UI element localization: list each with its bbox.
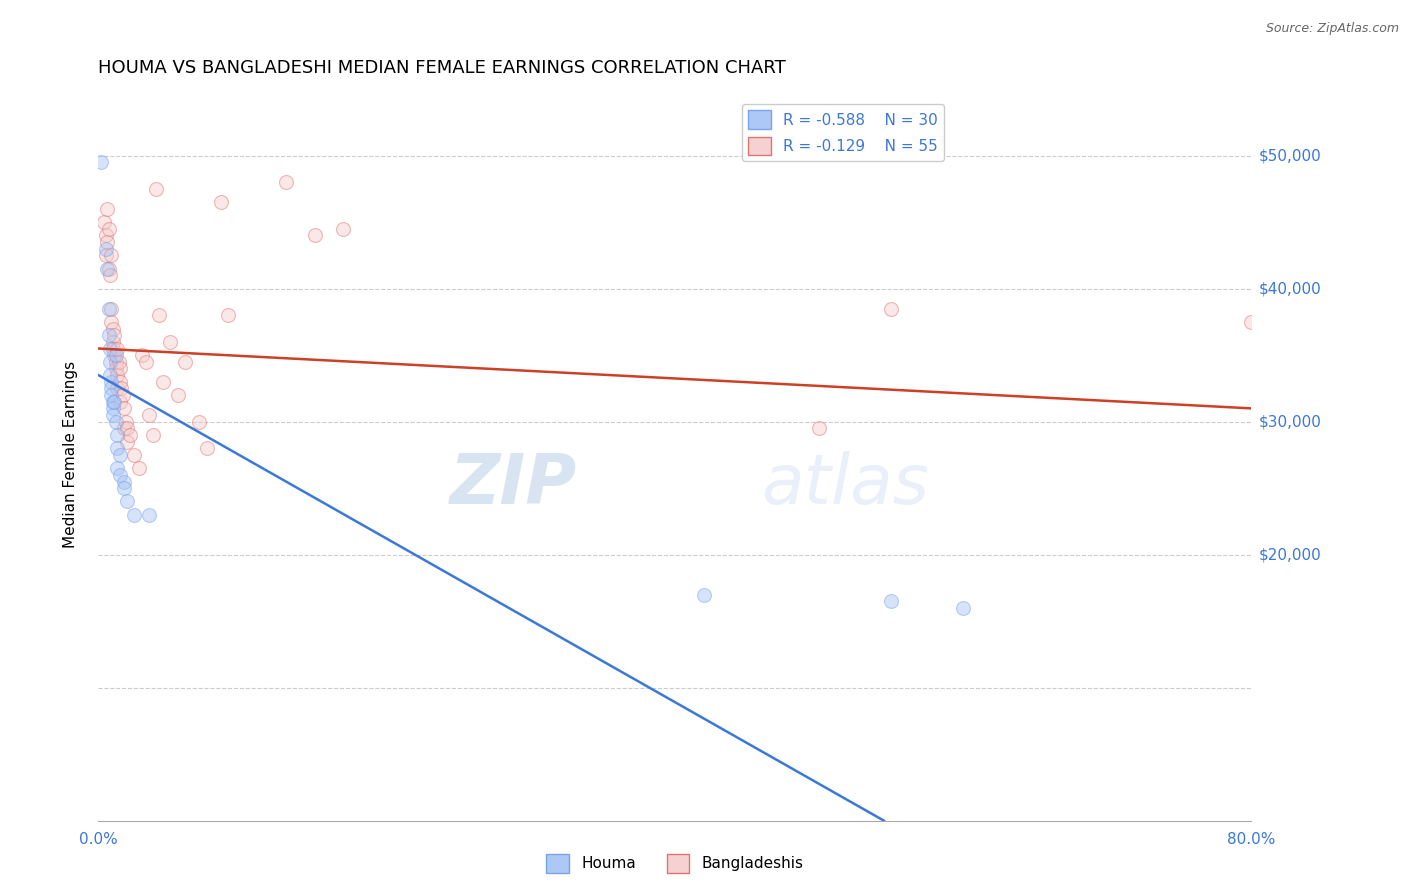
Point: [209, 195, 232, 210]
Point: [105, 368, 128, 383]
Point: [97, 328, 120, 343]
Point: [101, 408, 124, 422]
Point: [304, 228, 326, 243]
Point: [96, 261, 118, 276]
Point: [98, 368, 121, 383]
Point: [274, 175, 297, 189]
Point: [104, 348, 127, 362]
Point: [94, 248, 117, 262]
Point: [124, 448, 146, 462]
Point: [188, 415, 211, 429]
Text: $30,000: $30,000: [1258, 414, 1322, 429]
Point: [148, 308, 170, 322]
Point: [108, 394, 131, 409]
Point: [108, 361, 131, 376]
Legend: Houma, Bangladeshis: Houma, Bangladeshis: [540, 848, 810, 879]
Point: [101, 394, 124, 409]
Point: [108, 448, 131, 462]
Point: [97, 222, 120, 236]
Text: $40,000: $40,000: [1258, 281, 1322, 296]
Point: [103, 394, 125, 409]
Point: [98, 355, 121, 369]
Point: [124, 508, 146, 522]
Point: [112, 481, 135, 495]
Point: [100, 248, 122, 262]
Text: atlas: atlas: [762, 450, 929, 517]
Point: [174, 355, 197, 369]
Point: [108, 467, 131, 482]
Point: [128, 461, 150, 475]
Y-axis label: Median Female Earnings: Median Female Earnings: [63, 361, 77, 549]
Point: [332, 222, 354, 236]
Point: [112, 421, 135, 435]
Point: [107, 355, 129, 369]
Point: [135, 355, 157, 369]
Text: $20,000: $20,000: [1258, 547, 1322, 562]
Point: [105, 381, 128, 395]
Point: [952, 600, 974, 615]
Point: [101, 321, 124, 335]
Point: [195, 442, 218, 456]
Point: [100, 388, 122, 402]
Point: [93, 215, 115, 229]
Point: [166, 388, 188, 402]
Point: [693, 588, 716, 602]
Point: [105, 442, 128, 456]
Point: [880, 301, 903, 316]
Point: [104, 361, 127, 376]
Point: [98, 268, 121, 283]
Point: [103, 348, 125, 362]
Point: [138, 508, 160, 522]
Text: Source: ZipAtlas.com: Source: ZipAtlas.com: [1265, 22, 1399, 36]
Point: [105, 342, 128, 356]
Point: [96, 202, 118, 216]
Point: [101, 334, 124, 349]
Point: [807, 421, 830, 435]
Point: [100, 381, 122, 395]
Point: [98, 342, 121, 356]
Point: [159, 334, 181, 349]
Point: [97, 301, 120, 316]
Point: [1240, 315, 1263, 329]
Point: [105, 428, 128, 442]
Point: [138, 408, 160, 422]
Point: [94, 242, 117, 256]
Point: [100, 375, 122, 389]
Point: [90, 155, 112, 169]
Text: ZIP: ZIP: [450, 450, 576, 517]
Point: [104, 355, 127, 369]
Point: [131, 348, 153, 362]
Point: [94, 228, 117, 243]
Point: [104, 415, 127, 429]
Point: [117, 494, 138, 508]
Point: [114, 415, 136, 429]
Point: [101, 342, 124, 356]
Point: [142, 428, 165, 442]
Text: HOUMA VS BANGLADESHI MEDIAN FEMALE EARNINGS CORRELATION CHART: HOUMA VS BANGLADESHI MEDIAN FEMALE EARNI…: [98, 59, 786, 77]
Point: [103, 328, 125, 343]
Point: [110, 381, 132, 395]
Point: [120, 428, 142, 442]
Point: [96, 235, 118, 249]
Point: [97, 261, 120, 276]
Point: [111, 388, 134, 402]
Point: [217, 308, 239, 322]
Point: [152, 375, 174, 389]
Point: [100, 315, 122, 329]
Point: [112, 401, 135, 416]
Text: $50,000: $50,000: [1258, 148, 1322, 163]
Point: [100, 301, 122, 316]
Point: [101, 401, 124, 416]
Point: [117, 421, 138, 435]
Point: [880, 594, 903, 608]
Point: [117, 434, 138, 449]
Point: [112, 475, 135, 489]
Point: [145, 182, 167, 196]
Point: [105, 461, 128, 475]
Point: [108, 375, 131, 389]
